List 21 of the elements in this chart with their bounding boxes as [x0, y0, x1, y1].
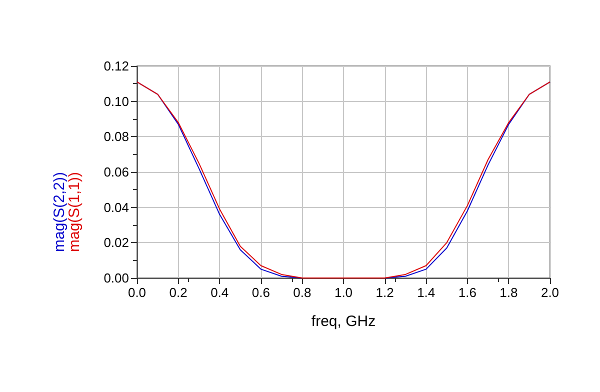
y-tick-label: 0.12	[104, 58, 129, 74]
y-tick-label: 0.02	[104, 235, 129, 250]
y-tick-label: 0.00	[104, 270, 129, 286]
x-tick-label: 1.2	[376, 285, 394, 300]
text: mag(S(1,1))	[66, 172, 83, 252]
y-tick-label: 0.04	[104, 200, 129, 215]
x-tick-label: 1.4	[417, 285, 436, 300]
y-tick-label: 0.08	[104, 129, 129, 144]
y-tick-label: 0.06	[104, 164, 129, 180]
x-tick-label: 0.4	[210, 285, 229, 300]
x-axis-title: freq, GHz	[311, 313, 376, 330]
x-tick-label: 0.0	[128, 285, 146, 300]
x-tick-label: 0.2	[169, 285, 188, 300]
x-tick-label: 2.0	[540, 285, 560, 300]
x-tick-label: 0.6	[252, 285, 270, 300]
x-tick-label: 1.0	[334, 285, 353, 300]
text: mag(S(2,2))	[51, 172, 68, 252]
x-tick-label: 1.6	[458, 285, 476, 300]
y-tick-label: 0.10	[104, 94, 129, 109]
x-tick-label: 0.8	[293, 285, 312, 300]
x-tick-label: 1.8	[500, 285, 518, 300]
